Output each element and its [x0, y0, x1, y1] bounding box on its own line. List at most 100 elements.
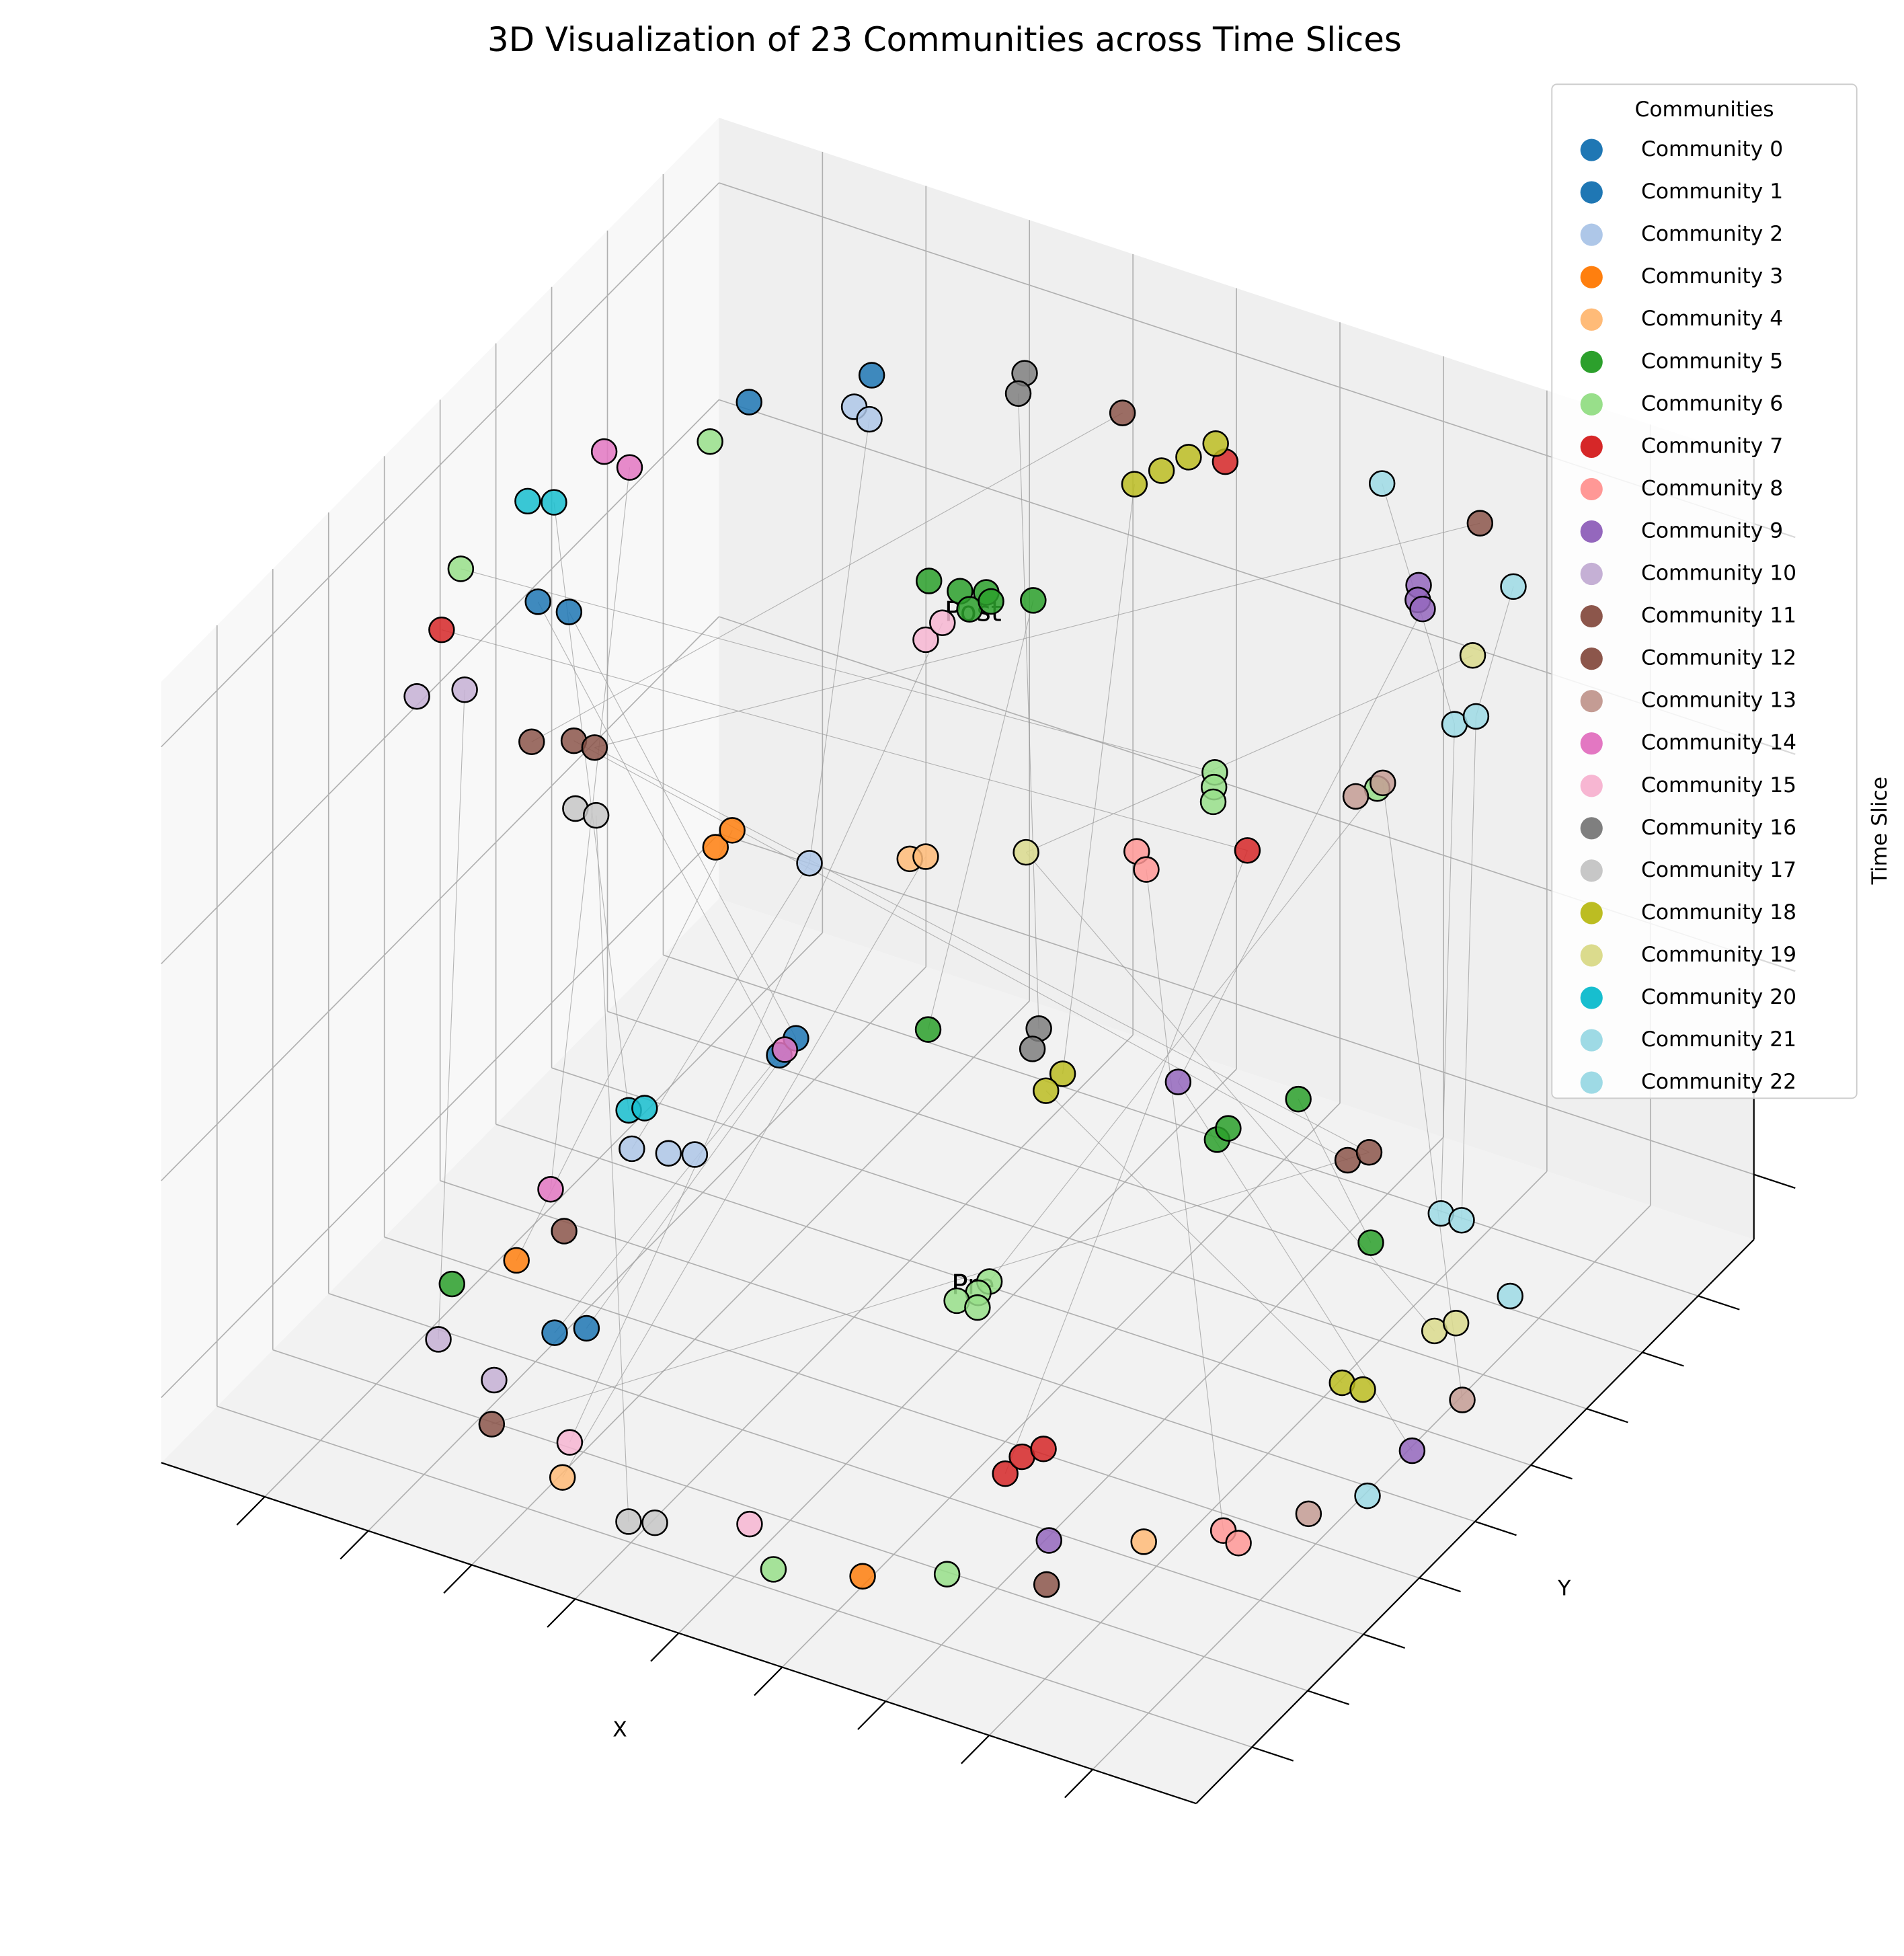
point — [590, 438, 618, 465]
x-tick — [961, 1735, 990, 1764]
link — [554, 1055, 780, 1333]
point — [1049, 1060, 1076, 1087]
legend-marker — [1580, 562, 1603, 586]
legend-marker — [1580, 350, 1603, 373]
x-tick — [754, 1666, 783, 1696]
point — [1199, 788, 1227, 816]
point — [1398, 1437, 1426, 1464]
point — [1121, 471, 1148, 498]
point — [541, 489, 567, 516]
link — [586, 1038, 797, 1329]
point — [1215, 1115, 1242, 1142]
point — [541, 1319, 568, 1346]
point — [978, 588, 1004, 615]
legend-label: Community 21 — [1641, 1027, 1796, 1052]
point — [524, 588, 551, 615]
point — [481, 1366, 508, 1394]
legend-frame — [1551, 83, 1858, 1099]
legend-label: Community 9 — [1641, 518, 1783, 543]
link — [569, 623, 943, 1443]
link — [594, 522, 1480, 748]
link — [1025, 655, 1473, 853]
link — [531, 412, 1123, 742]
point — [1357, 1229, 1384, 1256]
point — [992, 1460, 1019, 1487]
point — [537, 1175, 564, 1203]
y-tick — [1642, 1352, 1684, 1367]
point — [702, 834, 729, 861]
z-tick — [1753, 1173, 1796, 1189]
link — [596, 815, 629, 1522]
legend-label: Community 1 — [1641, 180, 1783, 204]
point — [549, 1464, 576, 1491]
x-tick — [857, 1700, 887, 1730]
grid-line — [440, 1180, 1476, 1522]
point — [619, 1135, 645, 1163]
link — [491, 1152, 1370, 1425]
point — [447, 555, 475, 582]
point — [518, 728, 545, 755]
point — [736, 1510, 763, 1538]
grid-line — [272, 1349, 1308, 1692]
point — [929, 609, 956, 636]
point — [760, 1556, 787, 1583]
legend-label: Community 7 — [1641, 434, 1783, 458]
link — [1004, 850, 1248, 1474]
legend-label: Community 6 — [1641, 391, 1783, 416]
point — [1409, 595, 1436, 623]
link — [989, 788, 1378, 1282]
grid-line — [384, 1236, 1420, 1579]
chart-title: 3D Visualization of 23 Communities acros… — [487, 20, 1402, 59]
legend-marker — [1580, 223, 1603, 246]
point — [1225, 1530, 1252, 1557]
point — [616, 454, 643, 481]
legend-label: Community 18 — [1641, 900, 1796, 925]
legend-marker — [1580, 393, 1603, 416]
grid-line — [328, 1292, 1364, 1635]
legend-label: Community 2 — [1641, 222, 1783, 246]
legend-label: Community 11 — [1641, 604, 1796, 628]
legend-label: Community 19 — [1641, 943, 1796, 967]
legend-marker — [1580, 181, 1603, 204]
point — [681, 1141, 709, 1168]
point — [551, 1218, 578, 1245]
legend-marker — [1580, 1029, 1603, 1052]
y-tick — [1419, 1577, 1461, 1593]
point — [771, 1036, 799, 1063]
legend-label: Community 16 — [1641, 816, 1796, 840]
point — [915, 568, 943, 594]
link — [594, 747, 1370, 1153]
grid — [161, 151, 1796, 1805]
point — [641, 1509, 668, 1536]
grid-line — [719, 832, 1754, 1175]
link — [1475, 586, 1514, 717]
point — [856, 405, 883, 433]
point — [1020, 587, 1047, 614]
point — [736, 389, 762, 416]
links — [438, 393, 1514, 1531]
legend-marker — [1580, 266, 1603, 288]
point — [697, 428, 723, 455]
link — [461, 568, 1216, 773]
point — [478, 1411, 506, 1438]
link — [573, 740, 1348, 1161]
legend-marker — [1580, 308, 1603, 331]
point — [1500, 573, 1527, 600]
grid-line — [495, 1124, 1532, 1466]
legend-marker — [1580, 648, 1603, 670]
point — [581, 734, 608, 761]
point — [858, 362, 885, 389]
point — [425, 1326, 452, 1353]
y-tick — [1698, 1295, 1740, 1310]
legend-label: Community 8 — [1641, 476, 1783, 500]
y-tick — [1251, 1746, 1294, 1762]
point — [1019, 1035, 1046, 1062]
x-tick — [547, 1598, 576, 1628]
y-tick — [1586, 1408, 1628, 1423]
y-tick — [1474, 1520, 1517, 1536]
link — [1045, 1090, 1343, 1383]
legend-marker — [1580, 435, 1603, 458]
point — [1295, 1500, 1322, 1528]
point — [1175, 444, 1202, 471]
link — [1177, 609, 1423, 1083]
